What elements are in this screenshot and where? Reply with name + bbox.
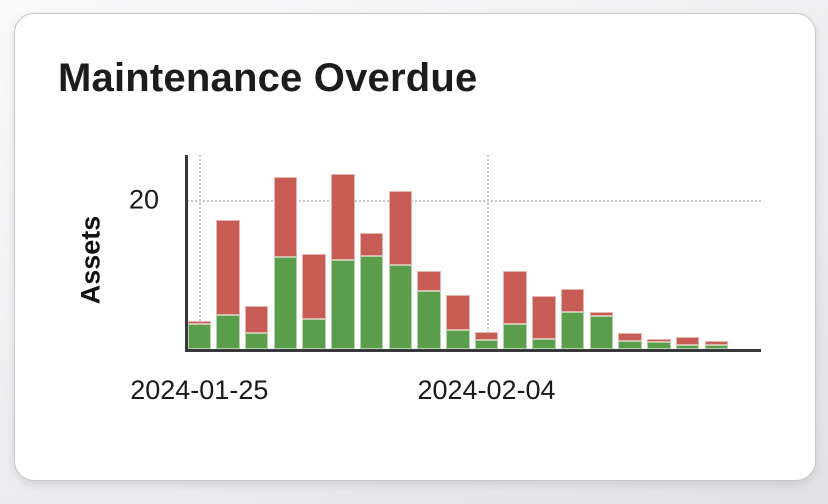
bar-green-segment (474, 340, 499, 349)
v-gridline-2024-01-25 (199, 155, 202, 349)
bar-red-segment (302, 253, 326, 320)
bar-red-segment (560, 289, 585, 312)
y-tick-label-20: 20 (128, 184, 159, 215)
x-axis-line (185, 349, 761, 352)
bar-green-segment (589, 316, 614, 349)
bar-green-segment (216, 314, 240, 349)
bar-green-segment (503, 323, 527, 349)
maintenance-overdue-card: Maintenance Overdue Assets 20 2024-01-25… (14, 13, 816, 481)
bar-red-segment (359, 232, 384, 257)
bar-red-segment (417, 270, 441, 291)
bar-red-segment (647, 339, 671, 343)
bar-red-segment (331, 174, 355, 261)
bar-green-segment (388, 265, 413, 349)
bar-red-segment (503, 270, 527, 324)
bar-green-segment (647, 342, 671, 349)
bar-green-segment (302, 319, 326, 349)
page-title: Maintenance Overdue (58, 56, 478, 100)
bar-green-segment (560, 311, 585, 349)
bar-green-segment (331, 260, 355, 349)
y-axis-title: Assets (75, 215, 106, 305)
bar-red-segment (446, 295, 470, 330)
bar-green-segment (244, 332, 269, 349)
bar-red-segment (589, 311, 614, 317)
bar-green-segment (675, 345, 700, 349)
bar-red-segment (187, 320, 212, 325)
v-gridline-2024-02-04 (486, 155, 489, 349)
bar-red-segment (244, 306, 269, 333)
bar-green-segment (187, 324, 212, 349)
bar-green-segment (273, 257, 298, 349)
bar-green-segment (704, 345, 728, 349)
bar-green-segment (532, 338, 556, 349)
bar-green-segment (618, 340, 642, 349)
y-axis-line (185, 155, 188, 352)
bar-red-segment (474, 331, 499, 341)
bar-green-segment (359, 256, 384, 349)
x-tick-label-feb04: 2024-02-04 (417, 375, 556, 405)
bar-red-segment (388, 190, 413, 266)
bar-red-segment (675, 337, 700, 346)
bar-red-segment (704, 340, 728, 346)
bar-green-segment (417, 290, 441, 349)
bar-red-segment (273, 177, 298, 258)
bar-red-segment (532, 296, 556, 339)
plot-area: 2024-01-25 2024-02-04 (130, 155, 761, 405)
bar-green-segment (446, 329, 470, 349)
bar-red-segment (618, 332, 642, 341)
x-tick-label-jan25: 2024-01-25 (130, 375, 269, 405)
h-gridline-20 (187, 199, 761, 202)
bar-red-segment (216, 219, 240, 315)
